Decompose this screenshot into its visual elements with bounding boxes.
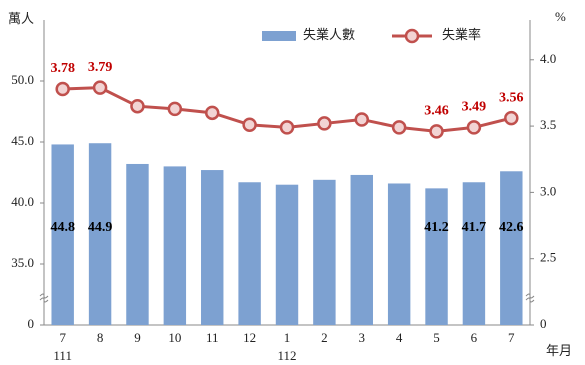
x-tick-label: 6 <box>471 330 478 345</box>
bar <box>425 188 448 325</box>
y2-tick-label: 4.0 <box>540 51 556 66</box>
value-label: 41.7 <box>462 220 487 235</box>
y-tick-label: 40.0 <box>11 194 34 209</box>
value-label: 3.49 <box>462 100 487 115</box>
x-tick-label: 10 <box>168 330 181 345</box>
x-tick-label: 8 <box>97 330 104 345</box>
value-label: 3.79 <box>88 60 113 75</box>
bar <box>201 170 224 325</box>
marker <box>391 120 407 135</box>
y-tick-label: 50.0 <box>11 72 34 87</box>
marker <box>130 98 145 114</box>
x-tick-label: 2 <box>321 330 328 345</box>
bar <box>275 184 299 325</box>
y-tick-label: 45.0 <box>11 133 34 148</box>
x-group-label: 112 <box>277 348 296 363</box>
bar <box>238 182 261 325</box>
x-tick-label: 7 <box>508 330 515 345</box>
bar <box>462 182 486 325</box>
y2-tick-label: 3.0 <box>540 183 556 198</box>
x-tick-label: 3 <box>359 330 366 345</box>
axis-break <box>525 293 535 303</box>
x-tick-label: 9 <box>134 330 141 345</box>
y2-tick-label: 0 <box>540 316 547 331</box>
value-label: 44.9 <box>88 220 113 235</box>
x-tick-label: 4 <box>396 330 403 345</box>
y2-tick-label: 3.5 <box>540 117 556 132</box>
value-label: 3.46 <box>424 104 449 119</box>
y2-tick-label: 2.5 <box>540 250 556 265</box>
y2-unit: % <box>555 9 566 24</box>
x-tick-label: 12 <box>243 330 256 345</box>
x-tick-label: 1 <box>284 330 291 345</box>
marker <box>242 117 257 133</box>
legend-swatch <box>404 28 420 44</box>
marker <box>92 80 108 95</box>
value-label: 3.56 <box>499 90 524 105</box>
marker <box>55 81 70 97</box>
value-label: 44.8 <box>50 220 75 235</box>
bar <box>51 144 74 325</box>
bar <box>163 166 187 325</box>
bar <box>88 143 112 325</box>
marker <box>466 120 482 135</box>
x-tick-label: 5 <box>433 330 440 345</box>
bar <box>126 163 149 325</box>
marker <box>504 110 519 126</box>
bar <box>387 183 411 325</box>
x-tick-label: 7 <box>59 330 66 345</box>
legend-label: 失業人數 <box>303 27 355 42</box>
bar <box>500 171 523 325</box>
marker <box>317 116 332 131</box>
legend-swatch <box>262 31 296 41</box>
value-label: 41.2 <box>424 220 449 235</box>
marker <box>167 101 183 117</box>
x-group-label: 111 <box>53 348 72 363</box>
bar <box>313 179 336 325</box>
x-tick-label: 11 <box>206 330 219 345</box>
marker <box>204 105 220 121</box>
y-unit: 萬人 <box>8 11 34 26</box>
marker <box>279 120 295 135</box>
legend-label: 失業率 <box>442 27 481 42</box>
bar <box>350 174 373 325</box>
marker <box>429 124 444 139</box>
y-tick-label: 35.0 <box>11 255 34 270</box>
axis-break <box>39 293 49 303</box>
y-tick-label: 0 <box>28 316 35 331</box>
value-label: 42.6 <box>499 220 524 235</box>
value-label: 3.78 <box>50 61 75 76</box>
marker <box>354 112 370 127</box>
x-label: 年月 <box>546 343 572 358</box>
